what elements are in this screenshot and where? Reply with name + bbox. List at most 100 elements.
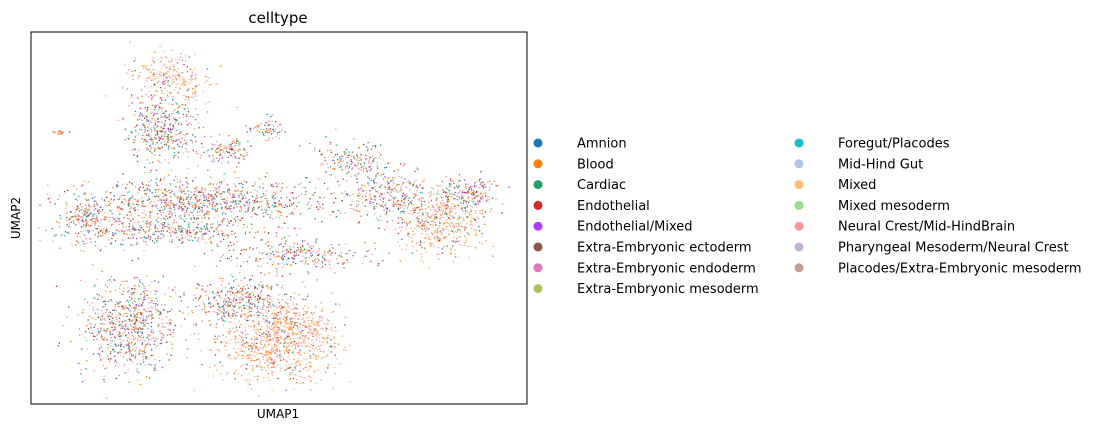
scatter-point [120, 351, 122, 353]
scatter-point [122, 225, 124, 228]
scatter-point [122, 222, 124, 224]
scatter-point [166, 57, 168, 59]
scatter-point [242, 183, 244, 186]
scatter-point [186, 181, 188, 183]
scatter-point [148, 76, 150, 78]
scatter-point [348, 171, 350, 173]
scatter-point [182, 78, 184, 80]
scatter-point [254, 201, 256, 203]
scatter-point [97, 235, 99, 237]
scatter-point [167, 138, 169, 141]
scatter-point [159, 199, 161, 201]
scatter-point [363, 194, 365, 196]
scatter-point [475, 247, 477, 249]
scatter-point [264, 362, 266, 364]
scatter-point [131, 102, 133, 104]
scatter-point [474, 219, 476, 221]
scatter-point [240, 315, 242, 317]
scatter-point [172, 125, 174, 127]
scatter-point [164, 130, 167, 133]
scatter-point [96, 279, 99, 281]
scatter-point [196, 95, 198, 97]
scatter-point [131, 361, 133, 363]
scatter-point [276, 339, 278, 341]
scatter-point [171, 213, 173, 215]
scatter-point [295, 345, 297, 347]
scatter-point [308, 323, 310, 325]
scatter-point [380, 174, 383, 176]
scatter-point [163, 75, 165, 77]
scatter-point [286, 248, 288, 250]
scatter-point [281, 262, 283, 265]
scatter-point [58, 222, 60, 224]
scatter-point [140, 225, 142, 227]
scatter-point [238, 203, 240, 205]
scatter-point [358, 188, 360, 190]
scatter-point [382, 201, 384, 203]
scatter-point [125, 312, 127, 314]
scatter-point [357, 222, 360, 224]
scatter-point [367, 181, 369, 183]
scatter-point [442, 180, 444, 183]
scatter-point [211, 160, 213, 163]
scatter-point [137, 331, 139, 334]
scatter-point [292, 197, 294, 199]
scatter-point [460, 202, 462, 204]
scatter-point [273, 312, 276, 315]
scatter-point [343, 151, 345, 153]
scatter-point [145, 93, 147, 96]
scatter-point [195, 325, 197, 327]
scatter-point [103, 313, 105, 315]
scatter-point [197, 299, 200, 301]
scatter-point [97, 313, 99, 315]
scatter-point [476, 216, 479, 218]
scatter-point [194, 86, 197, 88]
scatter-point [307, 345, 309, 347]
scatter-point [371, 198, 373, 200]
scatter-point [415, 167, 418, 169]
scatter-point [143, 172, 146, 174]
scatter-point [292, 304, 295, 306]
scatter-point [107, 347, 109, 349]
scatter-point [303, 240, 306, 242]
scatter-point [198, 207, 200, 209]
scatter-point [151, 97, 153, 100]
scatter-point [184, 206, 187, 208]
scatter-point [420, 215, 422, 217]
scatter-point [197, 241, 199, 243]
scatter-point [159, 138, 161, 140]
scatter-point [228, 332, 230, 334]
scatter-point [196, 224, 199, 226]
scatter-point [286, 350, 289, 353]
scatter-point [110, 224, 113, 226]
scatter-point [230, 144, 232, 146]
scatter-point [189, 199, 191, 201]
scatter-point [214, 209, 216, 211]
scatter-point [219, 153, 221, 155]
scatter-point [257, 301, 260, 303]
scatter-point [238, 157, 240, 159]
scatter-point [246, 292, 248, 294]
scatter-point [161, 110, 163, 112]
scatter-point [169, 128, 171, 130]
scatter-point [240, 331, 242, 333]
scatter-point [245, 248, 247, 251]
scatter-point [152, 233, 154, 235]
scatter-point [160, 222, 162, 225]
scatter-point [373, 209, 375, 211]
scatter-point [289, 199, 291, 201]
scatter-point [470, 227, 473, 230]
scatter-point [470, 190, 472, 192]
scatter-point [173, 156, 175, 159]
scatter-point [267, 206, 269, 208]
scatter-point [184, 236, 187, 238]
scatter-point [445, 219, 447, 221]
scatter-point [244, 211, 247, 213]
scatter-point [263, 377, 265, 379]
scatter-point [68, 218, 70, 221]
scatter-point [348, 250, 351, 252]
scatter-point [191, 124, 193, 126]
scatter-point [152, 141, 154, 144]
scatter-point [217, 230, 219, 232]
scatter-point [312, 251, 314, 253]
